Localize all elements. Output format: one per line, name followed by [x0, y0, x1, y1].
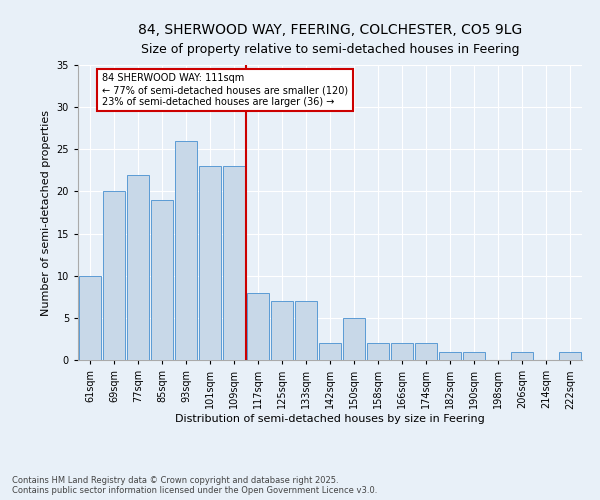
Bar — [295, 301, 317, 360]
Bar — [127, 174, 149, 360]
Bar — [415, 343, 437, 360]
Text: 84, SHERWOOD WAY, FEERING, COLCHESTER, CO5 9LG: 84, SHERWOOD WAY, FEERING, COLCHESTER, C… — [138, 23, 522, 37]
Bar — [271, 301, 293, 360]
Bar — [463, 352, 485, 360]
Bar — [103, 192, 125, 360]
Bar — [199, 166, 221, 360]
Bar — [223, 166, 245, 360]
Bar — [559, 352, 581, 360]
Text: Contains HM Land Registry data © Crown copyright and database right 2025.
Contai: Contains HM Land Registry data © Crown c… — [12, 476, 377, 495]
Text: 84 SHERWOOD WAY: 111sqm
← 77% of semi-detached houses are smaller (120)
23% of s: 84 SHERWOOD WAY: 111sqm ← 77% of semi-de… — [102, 74, 348, 106]
X-axis label: Distribution of semi-detached houses by size in Feering: Distribution of semi-detached houses by … — [175, 414, 485, 424]
Y-axis label: Number of semi-detached properties: Number of semi-detached properties — [41, 110, 51, 316]
Bar — [319, 343, 341, 360]
Bar — [391, 343, 413, 360]
Bar — [247, 292, 269, 360]
Text: Size of property relative to semi-detached houses in Feering: Size of property relative to semi-detach… — [141, 44, 519, 57]
Bar — [79, 276, 101, 360]
Bar — [151, 200, 173, 360]
Bar — [439, 352, 461, 360]
Bar — [175, 141, 197, 360]
Bar — [367, 343, 389, 360]
Bar — [511, 352, 533, 360]
Bar — [343, 318, 365, 360]
